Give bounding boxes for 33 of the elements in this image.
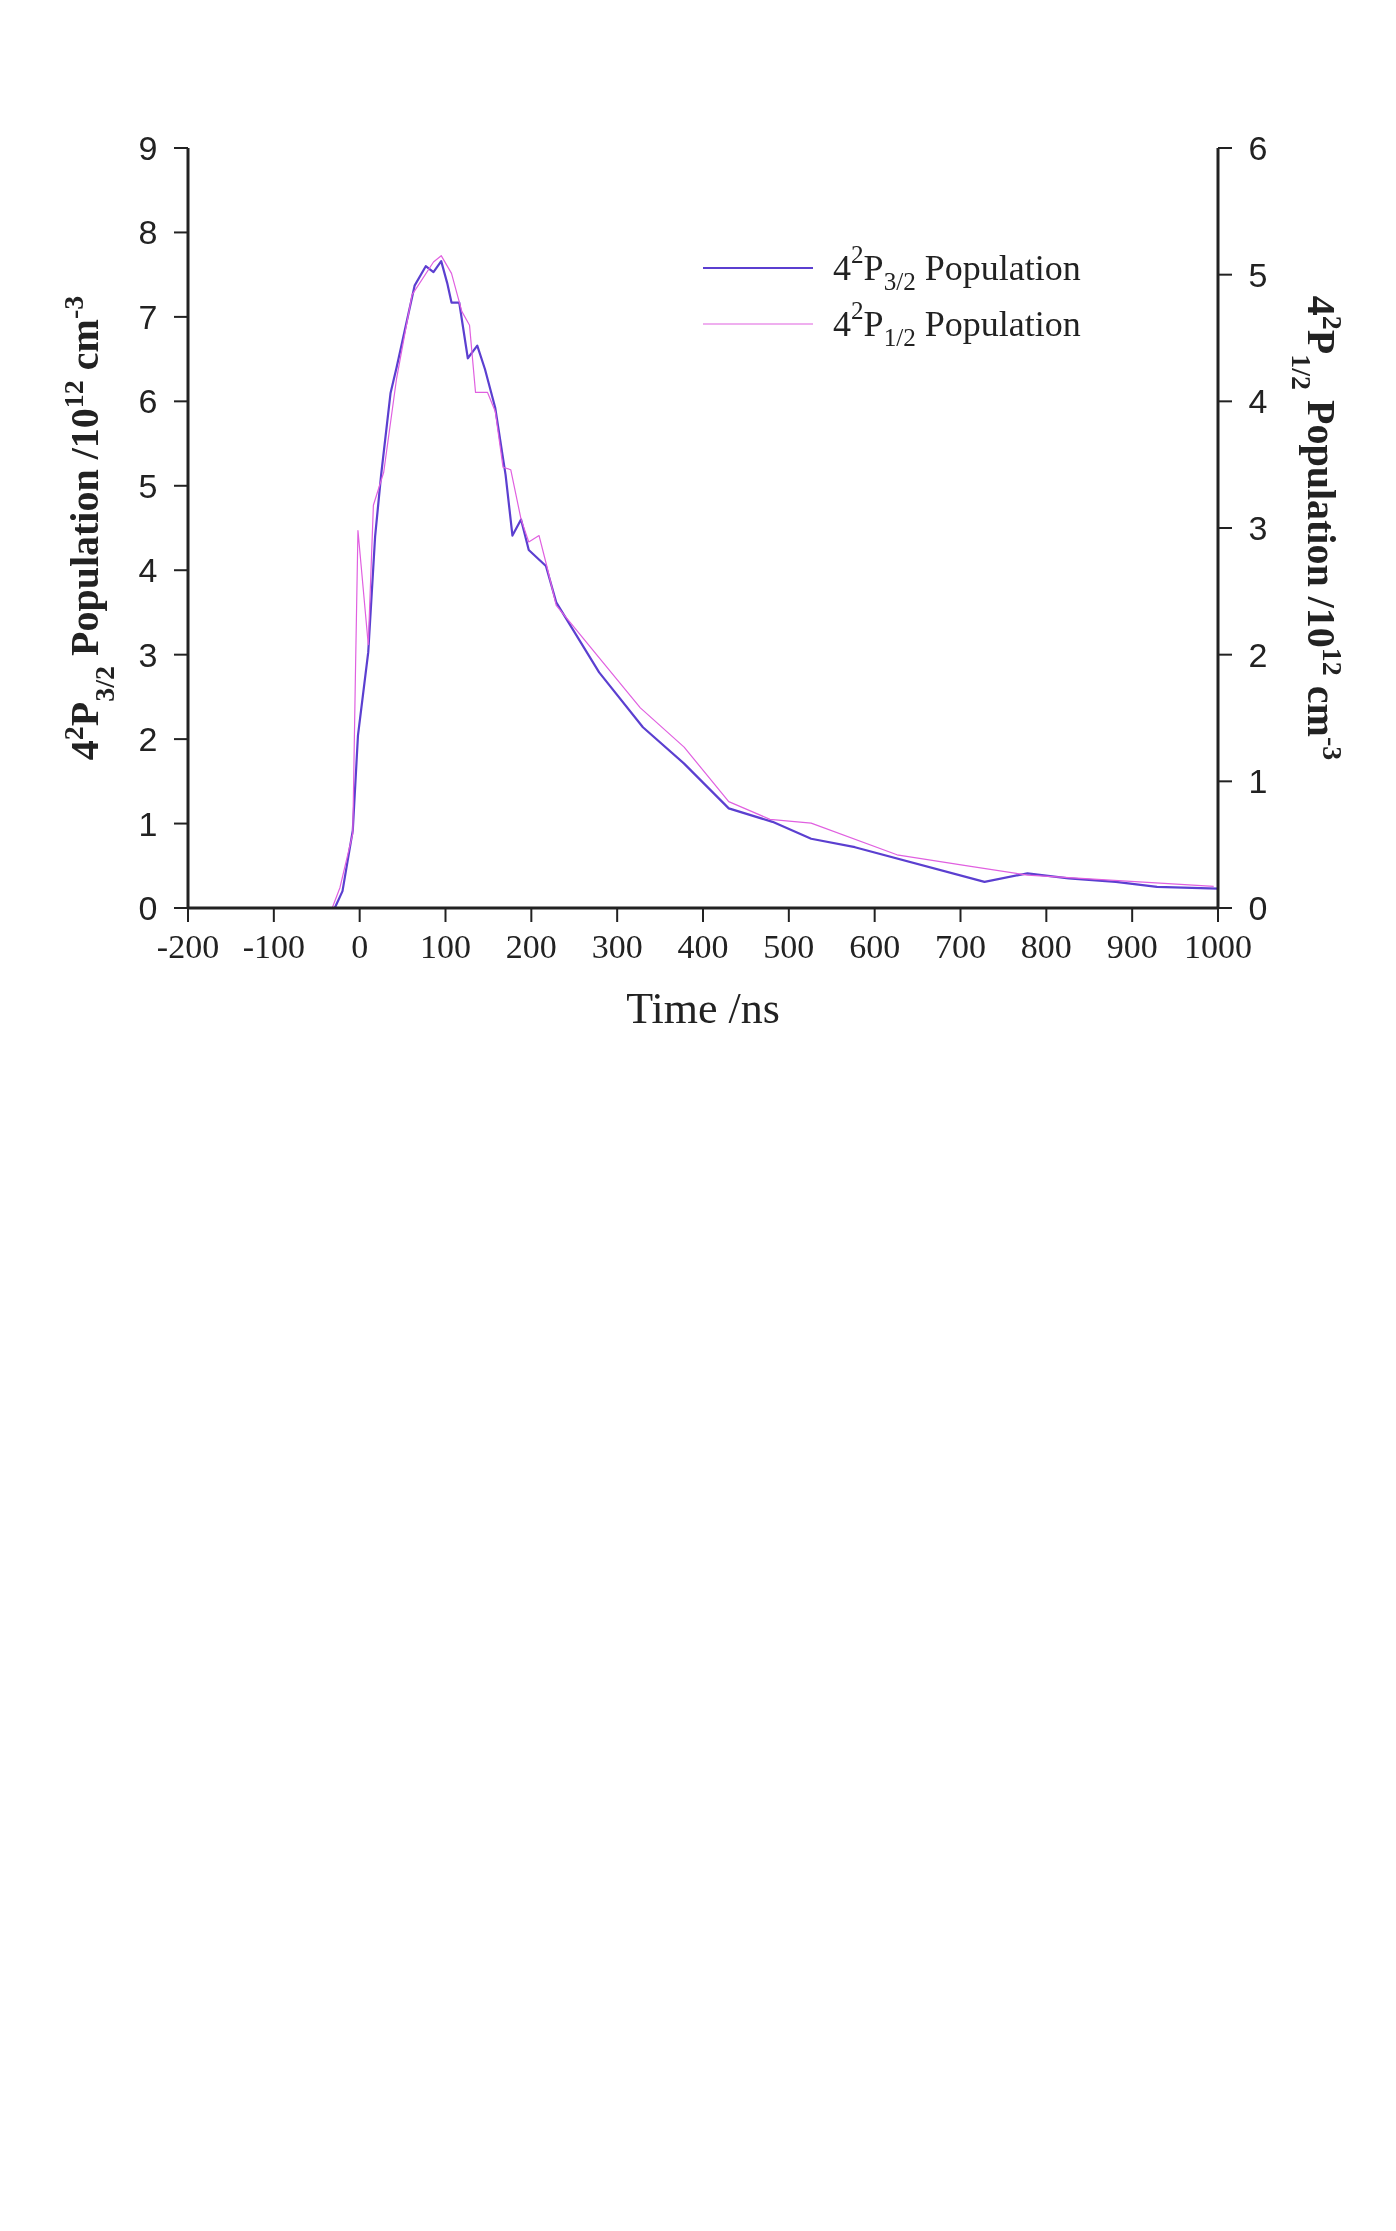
y-tick-label: 3: [138, 635, 158, 674]
y2-tick-label: 5: [1248, 255, 1268, 294]
legend-label: 4$^{2}$P$_{3/2}$ Population: [833, 241, 1081, 295]
x-tick-label: 400: [677, 928, 729, 965]
y-tick-label: 6: [138, 382, 158, 421]
x-tick-label: 300: [591, 928, 643, 965]
y-tick-label: 4: [138, 551, 158, 590]
y2-tick-label: 4: [1248, 382, 1268, 421]
y2-tick-label: 3: [1248, 509, 1268, 547]
x-tick-label: -200: [156, 928, 220, 965]
y-tick-label: 2: [138, 720, 158, 759]
y-tick-label: 9: [138, 129, 158, 167]
y2-tick-label: 2: [1248, 635, 1268, 674]
legend-label: 4$^{2}$P$_{1/2}$ Population: [833, 297, 1081, 351]
y-tick-label: 1: [138, 804, 158, 843]
x-tick-label: 600: [849, 928, 901, 965]
x-tick-label: 200: [505, 928, 557, 965]
y2-tick-label: 1: [1248, 762, 1268, 801]
y2-tick-label: 6: [1248, 129, 1268, 167]
x-axis-title: Time /ns: [626, 984, 780, 1033]
y-tick-label: 8: [138, 213, 158, 252]
x-tick-label: 800: [1020, 928, 1072, 965]
x-tick-label: -100: [242, 928, 305, 965]
x-tick-label: 700: [935, 928, 986, 965]
y-tick-label: 7: [138, 297, 158, 336]
x-tick-label: 900: [1106, 928, 1158, 965]
x-tick-label: 100: [420, 928, 471, 965]
y-tick-label: 5: [138, 466, 158, 505]
x-tick-label: 0: [351, 928, 369, 965]
y2-tick-label: 0: [1248, 889, 1268, 927]
x-tick-label: 1000: [1184, 928, 1252, 965]
x-tick-label: 500: [763, 928, 815, 965]
y-tick-label: 0: [138, 889, 158, 927]
